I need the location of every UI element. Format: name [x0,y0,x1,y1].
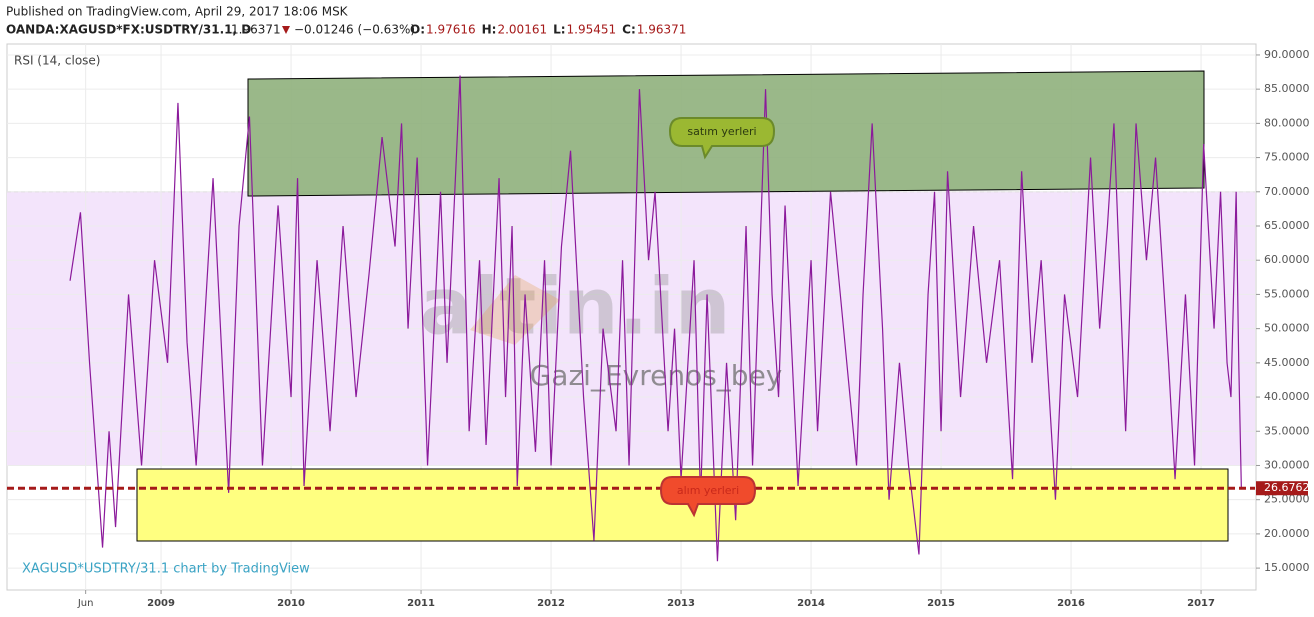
x-tick-label: 2015 [927,598,955,609]
ohlc-label: O: [410,23,425,37]
y-tick-label: 25.0000 [1264,493,1310,506]
last-value-box [1256,481,1308,496]
ohlc-value: 1.96371 [637,23,687,37]
y-tick-label: 60.0000 [1264,253,1310,266]
x-tick-label: 2016 [1057,598,1085,609]
ohlc-label: C: [622,23,636,37]
ohlc-value: 2.00161 [497,23,547,37]
y-tick-label: 85.0000 [1264,82,1310,95]
sell-callout [668,117,776,160]
x-tick-label: 2010 [277,598,305,609]
down-arrow [282,26,290,34]
ohlc-label: L: [553,23,565,37]
price: 1.96371 [231,23,281,37]
symbol-line: OANDA:XAGUSD*FX:USDTRY/31.1, D 1.96371 −… [6,23,686,37]
watermark-logo: altin.in [420,262,731,352]
x-tick-label: 2013 [667,598,695,609]
last-value-label: 26.6762 [1264,481,1310,494]
y-tick-label: 55.0000 [1264,287,1310,300]
x-tick-label: 2011 [407,598,435,609]
watermark-icon [470,275,560,345]
sell-label: satım yerleri [687,125,756,138]
y-tick-label: 70.0000 [1264,185,1310,198]
published: Published on TradingView.com, April 29, … [6,5,349,19]
symbol: OANDA:XAGUSD*FX:USDTRY/31.1, D [6,23,251,37]
y-tick-label: 30.0000 [1264,458,1310,471]
y-tick-label: 65.0000 [1264,219,1310,232]
y-tick-label: 50.0000 [1264,322,1310,335]
y-tick-label: 20.0000 [1264,527,1310,540]
credit: XAGUSD*USDTRY/31.1 chart by TradingView [22,562,310,577]
y-tick-label: 40.0000 [1264,390,1310,403]
y-tick-label: 75.0000 [1264,151,1310,164]
y-tick-label: 90.0000 [1264,48,1310,61]
x-tick-label: 2012 [537,598,565,609]
y-tick-label: 35.0000 [1264,424,1310,437]
y-tick-label: 80.0000 [1264,116,1310,129]
ohlc-value: 1.95451 [567,23,617,37]
indicator-label: RSI (14, close) [14,54,100,68]
buy-label: alım yerleri [677,484,739,497]
y-tick-label: 45.0000 [1264,356,1310,369]
x-tick-label: 2014 [797,598,825,609]
watermark-author: Gazi_Evrenos_bey [530,359,783,392]
x-tick-label: 2017 [1187,598,1215,609]
buy-callout [659,476,757,518]
x-tick-label: Jun [77,598,94,609]
x-tick-label: 2009 [147,598,175,609]
ohlc-value: 1.97616 [426,23,476,37]
y-tick-label: 15.0000 [1264,561,1310,574]
ohlc-label: H: [482,23,497,37]
change: −0.01246 (−0.63%) [294,23,415,37]
